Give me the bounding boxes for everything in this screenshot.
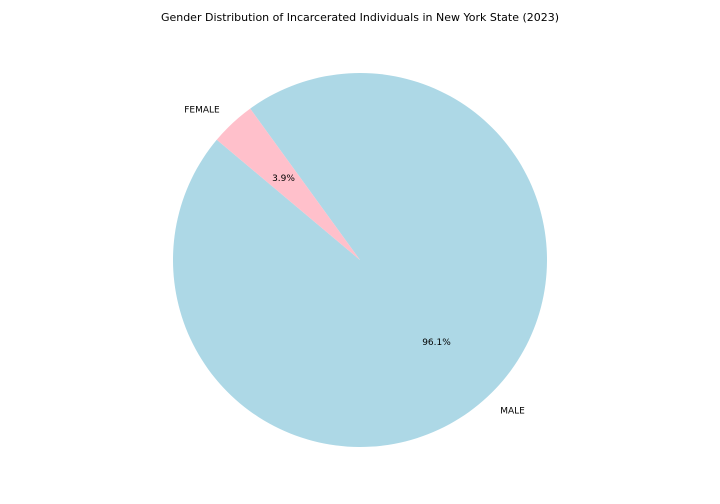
pie-labels: 96.1% MALE 3.9% FEMALE bbox=[184, 106, 525, 417]
pie-slices bbox=[173, 73, 547, 447]
pie-category-label-male: MALE bbox=[500, 406, 525, 416]
pie-pct-label-male: 96.1% bbox=[422, 338, 451, 348]
chart-title: Gender Distribution of Incarcerated Indi… bbox=[161, 11, 559, 24]
pie-pct-label-female: 3.9% bbox=[272, 174, 295, 184]
pie-slice-female bbox=[216, 108, 360, 261]
pie-category-label-female: FEMALE bbox=[184, 106, 220, 116]
pie-slice-male bbox=[173, 73, 547, 447]
